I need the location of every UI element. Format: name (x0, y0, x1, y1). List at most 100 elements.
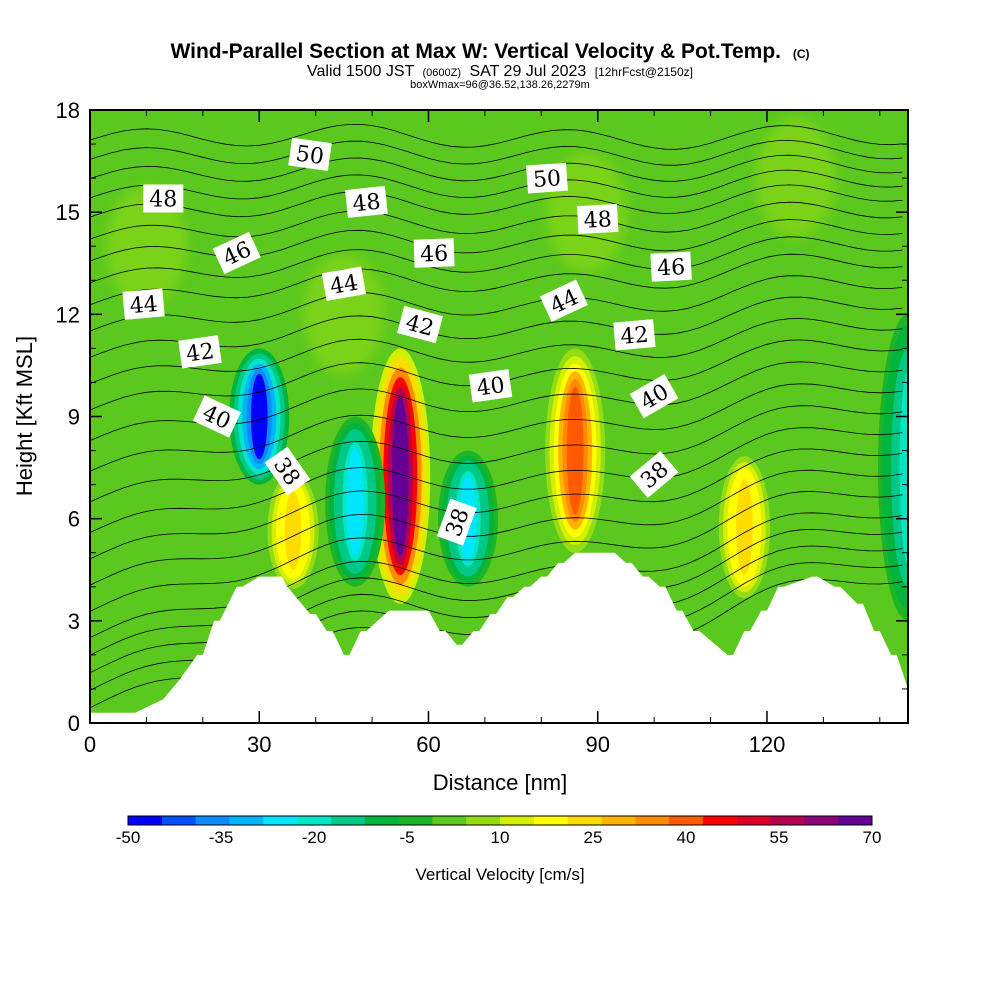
theta-contour (90, 383, 903, 472)
contour-label-text: 50 (532, 166, 562, 193)
y-tick-label: 6 (68, 507, 80, 532)
contour-label-text: 50 (294, 141, 325, 170)
colorbar-swatch (601, 816, 636, 825)
colorbar-title: Vertical Velocity [cm/s] (415, 865, 584, 884)
colorbar-tick-label: 10 (491, 828, 510, 847)
contour-label-text: 48 (351, 189, 381, 217)
x-tick-label: 0 (84, 732, 96, 757)
theta-contour (90, 469, 903, 586)
theta-contour (90, 491, 903, 612)
colorbar-swatch (838, 816, 873, 825)
chart-subtitle: Valid 1500 JST (0600Z) SAT 29 Jul 2023 [… (307, 63, 693, 80)
contour-label-box (650, 251, 692, 282)
y-axis-label: Height [Kft MSL] (12, 336, 37, 496)
colorbar-tick-label: -50 (116, 828, 141, 847)
contour-label-text: 40 (475, 373, 506, 402)
colorbar-swatch (533, 816, 568, 825)
y-tick-label: 18 (56, 98, 80, 123)
velocity-cell (736, 479, 753, 576)
colorbar-swatch (364, 816, 399, 825)
contour-label-text: 42 (619, 323, 649, 350)
contour-label-42: 42 (613, 319, 656, 351)
colorbar-swatch (669, 816, 704, 825)
colorbar-swatch (195, 816, 230, 825)
y-tick-label: 0 (68, 711, 80, 736)
colorbar-tick-label: 70 (863, 828, 882, 847)
x-tick-label: 60 (416, 732, 440, 757)
velocity-features (229, 314, 908, 621)
contour-label-box (212, 231, 261, 275)
contour-label-box (576, 203, 619, 235)
velocity-cell (284, 491, 302, 570)
theta-contour (90, 253, 903, 306)
contour-label-40: 40 (192, 395, 241, 438)
contour-label-box (122, 288, 165, 320)
contour-label-text: 44 (328, 270, 360, 299)
velocity-feature-updraft (545, 348, 606, 553)
contour-label-box (321, 266, 367, 301)
colorbar-tick-label: -20 (302, 828, 327, 847)
x-tick-label: 30 (247, 732, 271, 757)
velocity-cell (346, 448, 364, 555)
x-axis-label: Distance [nm] (433, 770, 568, 795)
contour-label-text: 44 (129, 292, 159, 319)
terrain-layer (90, 552, 908, 723)
contour-label-50: 50 (526, 162, 568, 194)
theta-contour (90, 169, 903, 200)
theta-contour (90, 275, 903, 332)
contour-label-50: 50 (288, 137, 332, 171)
contour-label-text: 46 (657, 255, 686, 281)
theta-contour (90, 184, 903, 218)
theta-contour (90, 201, 903, 240)
colorbar-swatch (297, 816, 332, 825)
contour-label-42: 42 (178, 335, 222, 369)
theta-contour (90, 318, 903, 384)
contour-label-48: 48 (143, 184, 184, 213)
contour-label-text: 48 (149, 188, 177, 213)
colorbar-tick-label: -5 (399, 828, 414, 847)
background-band (106, 186, 187, 307)
contour-label-box (264, 446, 311, 496)
contour-label-box (143, 184, 184, 213)
theta-contour (90, 236, 903, 284)
terrain-shape (90, 552, 908, 723)
colorbar-swatch (432, 816, 467, 825)
theta-contour (90, 154, 903, 182)
y-tick-label: 3 (68, 609, 80, 634)
velocity-feature-updraft (263, 467, 324, 594)
colorbar: -50 -35 -20 -5 10 25 40 55 70 (116, 815, 882, 847)
velocity-feature-downdraft (325, 416, 386, 587)
y-tick-label: 12 (56, 302, 80, 327)
y-tick-label: 15 (56, 200, 80, 225)
contour-label-48: 48 (576, 203, 619, 235)
colorbar-swatch (398, 816, 433, 825)
velocity-cell (250, 373, 268, 460)
x-tick-label: 90 (585, 732, 609, 757)
contour-label-46: 46 (212, 231, 261, 275)
velocity-cell (391, 396, 409, 556)
contour-label-box (613, 319, 656, 351)
contour-label-48: 48 (345, 185, 388, 218)
colorbar-swatch (567, 816, 602, 825)
colorbar-swatch (804, 816, 839, 825)
axes: 0 30 60 90 120 0 3 6 9 12 15 18 (56, 98, 908, 757)
velocity-feature-updraft (714, 450, 775, 604)
colorbar-swatch (635, 816, 670, 825)
colorbar-swatch (161, 816, 196, 825)
theta-contour (90, 139, 903, 166)
colorbar-swatch (466, 816, 501, 825)
x-tick-label: 120 (749, 732, 786, 757)
contour-label-box (629, 450, 679, 498)
chart-subtitle-small: boxWmax=96@36.52,138.26,2279m (410, 79, 590, 91)
contour-label-box (178, 335, 222, 369)
colorbar-tick-label: 40 (677, 828, 696, 847)
contour-label-box (288, 137, 332, 171)
theta-contour (90, 512, 903, 639)
contour-label-text: 42 (185, 339, 216, 368)
colorbar-swatch (263, 816, 298, 825)
contour-label-46: 46 (413, 238, 455, 268)
colorbar-swatch (736, 816, 771, 825)
contour-label-box (468, 369, 513, 403)
